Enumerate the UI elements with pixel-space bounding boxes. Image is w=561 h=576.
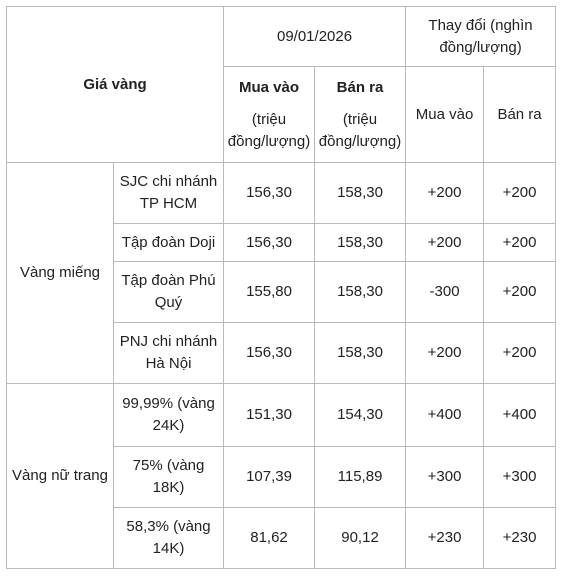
sell-header: Bán ra (triệu đồng/lượng) <box>314 66 407 163</box>
buy-value: 156,30 <box>223 162 316 224</box>
date-header: 09/01/2026 <box>223 6 407 67</box>
row-label: Tập đoàn Phú Quý <box>112 261 225 323</box>
buy-header-label: Mua vào <box>239 78 300 96</box>
sell-value: 115,89 <box>314 446 407 508</box>
change-buy-value: +230 <box>405 507 485 569</box>
gold-price-header: Giá vàng <box>5 6 225 163</box>
change-buy-value: +300 <box>405 446 485 508</box>
row-label: 58,3% (vàng 14K) <box>112 507 225 569</box>
change-sell-value: +200 <box>483 162 557 224</box>
row-label: SJC chi nhánh TP HCM <box>112 162 225 224</box>
change-sell-value: +300 <box>483 446 557 508</box>
group-name: Vàng nữ trang <box>6 383 114 569</box>
buy-header: Mua vào (triệu đồng/lượng) <box>223 66 316 163</box>
change-buy-value: +200 <box>405 162 485 224</box>
row-label: 99,99% (vàng 24K) <box>112 383 225 447</box>
change-sell-value: +200 <box>483 223 557 262</box>
change-header: Thay đổi (nghìn đồng/lượng) <box>405 6 557 67</box>
buy-value: 156,30 <box>223 223 316 262</box>
change-sell-header: Bán ra <box>483 66 557 163</box>
buy-value: 81,62 <box>223 507 316 569</box>
change-buy-header: Mua vào <box>405 66 485 163</box>
buy-unit: (triệu đồng/lượng) <box>227 110 311 150</box>
buy-value: 151,30 <box>223 383 316 447</box>
change-buy-value: +200 <box>405 223 485 262</box>
sell-value: 158,30 <box>314 261 407 323</box>
sell-unit: (triệu đồng/lượng) <box>318 110 402 150</box>
change-buy-value: -300 <box>405 261 485 323</box>
buy-value: 107,39 <box>223 446 316 508</box>
change-sell-value: +200 <box>483 322 557 384</box>
gold-price-table: Giá vàng 09/01/2026 Thay đổi (nghìn đồng… <box>5 6 557 569</box>
change-buy-value: +400 <box>405 383 485 447</box>
row-label: Tập đoàn Doji <box>112 223 225 262</box>
sell-value: 158,30 <box>314 162 407 224</box>
sell-value: 90,12 <box>314 507 407 569</box>
sell-value: 158,30 <box>314 223 407 262</box>
sell-value: 158,30 <box>314 322 407 384</box>
row-label: PNJ chi nhánh Hà Nội <box>112 322 225 384</box>
change-sell-value: +230 <box>483 507 557 569</box>
sell-header-label: Bán ra <box>336 78 384 96</box>
buy-value: 156,30 <box>223 322 316 384</box>
group-name: Vàng miếng <box>6 162 114 384</box>
sell-value: 154,30 <box>314 383 407 447</box>
change-sell-value: +400 <box>483 383 557 447</box>
row-label: 75% (vàng 18K) <box>112 446 225 508</box>
buy-value: 155,80 <box>223 261 316 323</box>
change-buy-value: +200 <box>405 322 485 384</box>
change-sell-value: +200 <box>483 261 557 323</box>
